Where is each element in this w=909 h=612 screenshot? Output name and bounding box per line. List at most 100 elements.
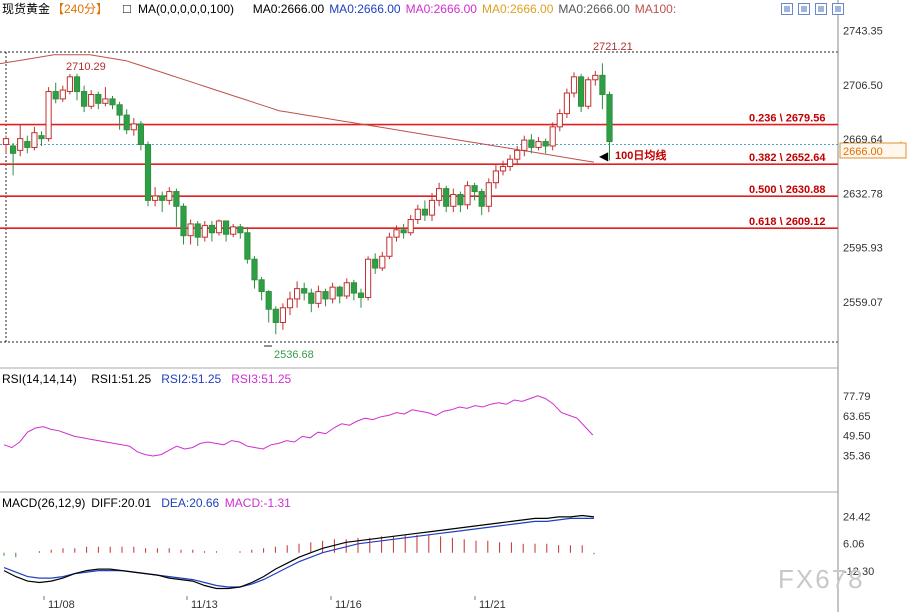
zoom-in-button[interactable] (781, 3, 793, 15)
time-tick: 11/21 (479, 599, 506, 611)
legend-item: RSI3:51.25 (231, 372, 291, 386)
rsi-tick: 49.50 (843, 431, 871, 443)
price-tick: 2632.78 (843, 188, 883, 200)
candle (24, 135, 31, 154)
candle (521, 135, 528, 157)
candle (166, 187, 173, 205)
candle (38, 131, 45, 146)
candle (386, 232, 393, 260)
candle (578, 73, 585, 113)
candle (428, 193, 436, 221)
price-tick: 2595.93 (843, 243, 883, 255)
fib-level-label: 0.382 \ 2652.64 (749, 152, 826, 164)
legend-item: MA100: (635, 2, 676, 16)
diff-line (3, 514, 595, 590)
candle (194, 220, 201, 246)
candle (599, 63, 606, 110)
candle (272, 306, 279, 335)
time-tick: 11/13 (191, 599, 218, 611)
candle (73, 73, 81, 101)
time-axis: 11/08 11/13 11/16 11/21 (43, 596, 506, 611)
candle (542, 138, 549, 154)
candle (535, 137, 542, 151)
price-tick: 2669.64 (843, 134, 883, 146)
candle (31, 126, 38, 151)
legend-item: RSI2:51.25 (161, 372, 221, 386)
candle (606, 91, 613, 161)
candle (322, 288, 329, 307)
window-button[interactable] (832, 3, 844, 15)
macd-axis: 24.42 6.06 -12.30 (843, 511, 874, 578)
candle (237, 223, 244, 239)
candle (81, 85, 88, 113)
arrow-left-icon: ◀ (599, 149, 609, 163)
current-price-label: 2666.00 (843, 146, 883, 158)
candle (372, 253, 379, 274)
candle (265, 290, 272, 323)
candle (95, 91, 102, 110)
indicator-checkbox-icon[interactable]: ☐ (122, 4, 132, 16)
candle (357, 288, 365, 308)
candle (450, 188, 457, 213)
time-tick: 11/16 (335, 599, 362, 611)
candle (116, 101, 123, 130)
rsi-axis: 77.79 63.65 49.50 35.36 (843, 391, 871, 462)
candle (350, 279, 357, 301)
rsi-tick: 63.65 (843, 411, 871, 423)
header-bar: 现货黄金 【240分】 ☐ MA(0,0,0,0,0,100) MA0:2666.… (2, 1, 676, 16)
candle (180, 203, 187, 245)
candle (215, 219, 223, 236)
candle (507, 154, 514, 171)
candle (414, 204, 421, 224)
current-price-box (839, 142, 907, 159)
candle (201, 220, 208, 242)
macd-histogram (3, 534, 595, 558)
candle (585, 76, 592, 110)
layout-button[interactable] (815, 3, 827, 15)
candle (471, 182, 478, 201)
candle (549, 122, 556, 151)
candle (251, 256, 258, 289)
candle (499, 160, 507, 176)
candle (88, 90, 95, 110)
candle (308, 288, 315, 313)
macd-tick: 6.06 (843, 539, 864, 551)
zoom-out-button[interactable] (798, 3, 810, 15)
fib-level-label: 0.236 \ 2679.56 (749, 113, 825, 125)
candle (59, 85, 66, 102)
candle (343, 278, 350, 299)
candle (123, 109, 130, 135)
candle (464, 181, 471, 210)
rsi-tick: 35.36 (843, 450, 871, 462)
candle (315, 285, 322, 308)
period-label: 【240分】 (52, 2, 108, 16)
candle (286, 291, 294, 316)
legend-item: MA0:2666.00 (482, 2, 554, 16)
legend-item: MA0:2666.00 (253, 2, 325, 16)
legend-item: MA0:2666.00 (329, 2, 401, 16)
candle (66, 73, 74, 95)
ma-legend: MA(0,0,0,0,0,100) MA0:2666.00 MA0:2666.00 M… (138, 2, 676, 16)
macd-panel: MACD(26,12,9) DIFF:20.01 DEA:20.66 MACD:-1.… (2, 496, 874, 590)
legend-item: DIFF:20.01 (91, 496, 151, 510)
rsi-panel: RSI(14,14,14) RSI1:51.25 RSI2:51.25 RSI3:51… (2, 372, 871, 462)
candle (173, 188, 180, 227)
legend-item: MA(0,0,0,0,0,100) (138, 2, 234, 16)
price-axis: 2743.35 2706.50 2669.64 2632.78 2595.93 2559.… (843, 26, 883, 309)
candle (144, 141, 152, 207)
time-tick: 11/08 (48, 599, 75, 611)
fib-level-label: 0.618 \ 2609.12 (749, 216, 825, 228)
candle (102, 87, 109, 107)
ma100-line (0, 54, 595, 163)
candle (563, 88, 570, 119)
candle (10, 143, 17, 176)
candle (365, 256, 372, 301)
candle (329, 282, 336, 304)
candle (137, 120, 145, 151)
candle (208, 220, 216, 242)
candle (556, 109, 563, 132)
candle (130, 118, 137, 136)
candle (2, 135, 10, 154)
legend-item: MACD:-1.31 (225, 496, 291, 510)
